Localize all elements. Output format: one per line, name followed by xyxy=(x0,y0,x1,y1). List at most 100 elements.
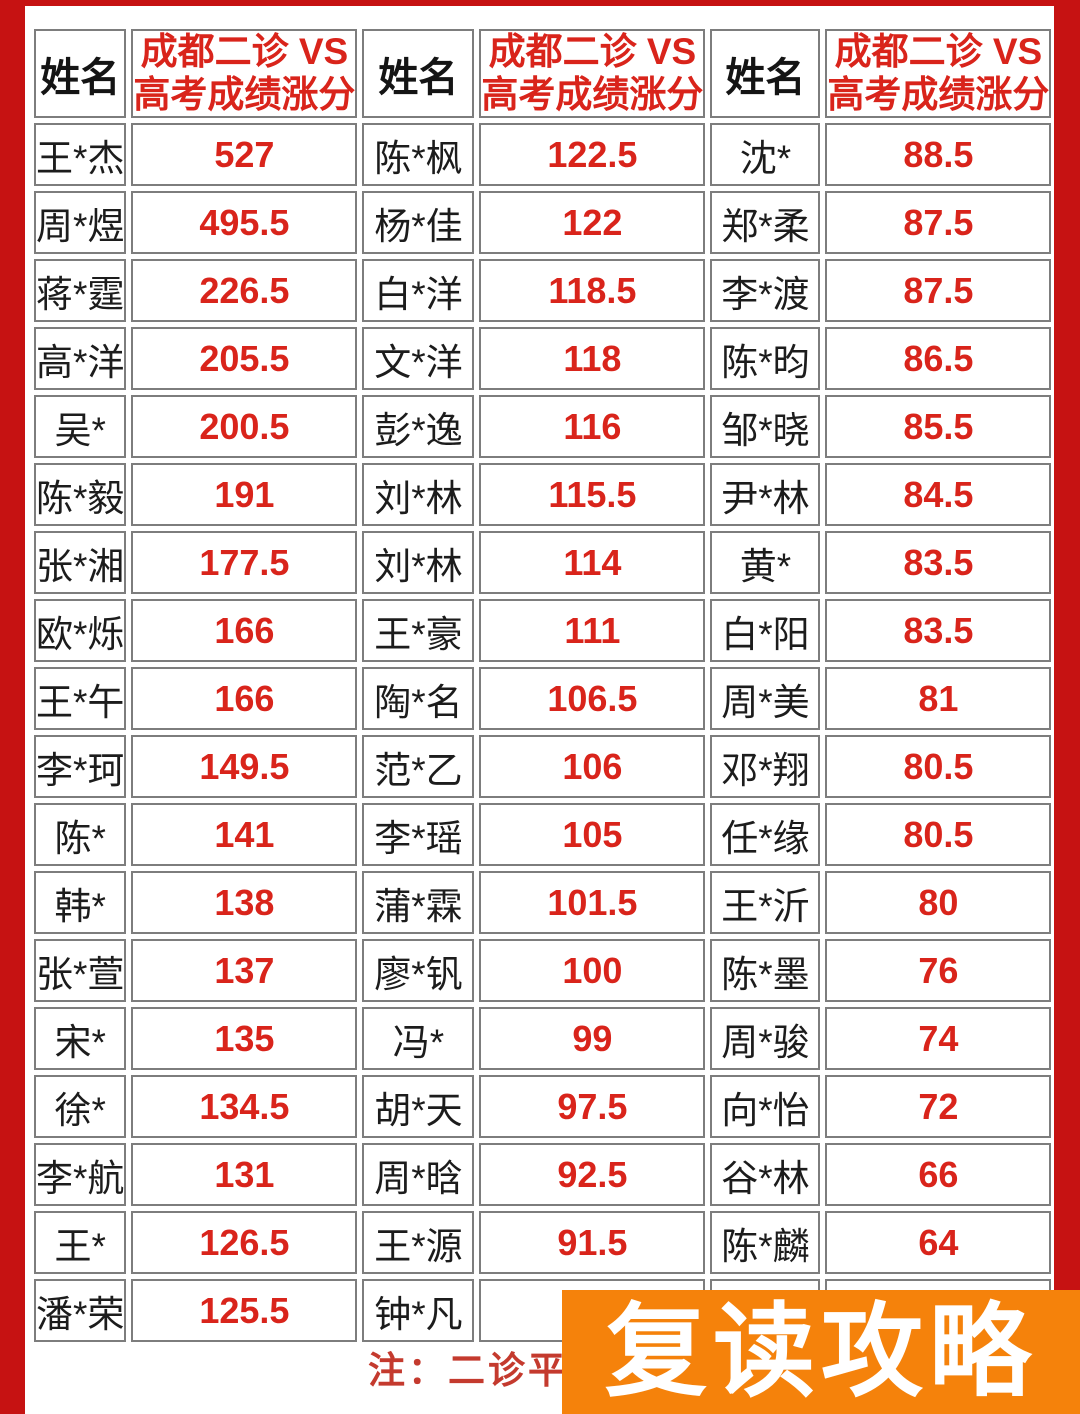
student-score-cell: 166 xyxy=(131,667,358,731)
overlay-banner: 复读攻略 xyxy=(562,1290,1080,1414)
student-name-cell: 周*美 xyxy=(710,667,821,731)
student-name-cell: 黄* xyxy=(710,531,821,595)
student-score-cell: 137 xyxy=(131,939,358,1003)
student-name-cell: 陈*枫 xyxy=(362,123,475,187)
student-name-cell: 李*航 xyxy=(34,1143,127,1207)
student-score-cell: 149.5 xyxy=(131,735,358,799)
student-name-cell: 蒲*霖 xyxy=(362,871,475,935)
table-row: 陈* 141 李*瑶 105 任*缘 80.5 xyxy=(34,803,1052,867)
student-score-cell: 99 xyxy=(479,1007,706,1071)
student-score-cell: 115.5 xyxy=(479,463,706,527)
student-score-cell: 226.5 xyxy=(131,259,358,323)
student-name-cell: 陈*墨 xyxy=(710,939,821,1003)
score-header-line2: 高考成绩涨分 xyxy=(133,73,356,115)
student-name-cell: 杨*佳 xyxy=(362,191,475,255)
student-name-cell: 郑*柔 xyxy=(710,191,821,255)
score-header-line2: 高考成绩涨分 xyxy=(827,73,1050,115)
student-name-cell: 冯* xyxy=(362,1007,475,1071)
student-score-cell: 125.5 xyxy=(131,1279,358,1343)
student-name-cell: 张*湘 xyxy=(34,531,127,595)
student-score-cell: 116 xyxy=(479,395,706,459)
student-name-cell: 蒋*霆 xyxy=(34,259,127,323)
student-name-cell: 潘*荣 xyxy=(34,1279,127,1343)
student-name-cell: 宋* xyxy=(34,1007,127,1071)
student-score-cell: 122 xyxy=(479,191,706,255)
student-score-cell: 191 xyxy=(131,463,358,527)
table-row: 宋* 135 冯* 99 周*骏 74 xyxy=(34,1007,1052,1071)
student-score-cell: 118 xyxy=(479,327,706,391)
student-score-cell: 87.5 xyxy=(825,191,1052,255)
student-name-cell: 李*瑶 xyxy=(362,803,475,867)
student-score-cell: 80 xyxy=(825,871,1052,935)
student-name-cell: 周*煜 xyxy=(34,191,127,255)
student-name-cell: 徐* xyxy=(34,1075,127,1139)
table-row: 李*航 131 周*晗 92.5 谷*林 66 xyxy=(34,1143,1052,1207)
student-name-cell: 陈*毅 xyxy=(34,463,127,527)
table-row: 高*洋 205.5 文*洋 118 陈*昀 86.5 xyxy=(34,327,1052,391)
student-name-cell: 刘*林 xyxy=(362,463,475,527)
student-name-cell: 陈*昀 xyxy=(710,327,821,391)
student-score-cell: 84.5 xyxy=(825,463,1052,527)
student-score-cell: 200.5 xyxy=(131,395,358,459)
score-header-line2: 高考成绩涨分 xyxy=(481,73,704,115)
student-name-cell: 陈* xyxy=(34,803,127,867)
banner-text: 复读攻略 xyxy=(605,1295,1037,1409)
student-name-cell: 韩* xyxy=(34,871,127,935)
student-score-cell: 122.5 xyxy=(479,123,706,187)
table-row: 欧*烁 166 王*豪 111 白*阳 83.5 xyxy=(34,599,1052,663)
student-score-cell: 97.5 xyxy=(479,1075,706,1139)
student-score-cell: 134.5 xyxy=(131,1075,358,1139)
student-score-cell: 66 xyxy=(825,1143,1052,1207)
table-row: 韩* 138 蒲*霖 101.5 王*沂 80 xyxy=(34,871,1052,935)
student-name-cell: 邹*晓 xyxy=(710,395,821,459)
student-name-cell: 任*缘 xyxy=(710,803,821,867)
student-name-cell: 王*豪 xyxy=(362,599,475,663)
student-score-cell: 80.5 xyxy=(825,735,1052,799)
table-row: 王*午 166 陶*名 106.5 周*美 81 xyxy=(34,667,1052,731)
student-name-cell: 钟*凡 xyxy=(362,1279,475,1343)
score-table: 姓名 成都二诊 VS 高考成绩涨分 姓名 成都二诊 VS 高考成绩涨分 姓名 成… xyxy=(29,24,1056,1347)
name-column-header: 姓名 xyxy=(710,29,821,119)
student-name-cell: 白*阳 xyxy=(710,599,821,663)
student-score-cell: 135 xyxy=(131,1007,358,1071)
student-name-cell: 彭*逸 xyxy=(362,395,475,459)
student-score-cell: 83.5 xyxy=(825,531,1052,595)
student-name-cell: 吴* xyxy=(34,395,127,459)
student-score-cell: 91.5 xyxy=(479,1211,706,1275)
student-score-cell: 131 xyxy=(131,1143,358,1207)
page-border-top xyxy=(0,0,1080,6)
student-name-cell: 欧*烁 xyxy=(34,599,127,663)
page-border-right xyxy=(1054,0,1080,1414)
student-score-cell: 92.5 xyxy=(479,1143,706,1207)
score-column-header: 成都二诊 VS 高考成绩涨分 xyxy=(479,29,706,119)
student-score-cell: 76 xyxy=(825,939,1052,1003)
student-name-cell: 胡*天 xyxy=(362,1075,475,1139)
student-score-cell: 88.5 xyxy=(825,123,1052,187)
student-name-cell: 刘*林 xyxy=(362,531,475,595)
student-score-cell: 106 xyxy=(479,735,706,799)
table-header-row: 姓名 成都二诊 VS 高考成绩涨分 姓名 成都二诊 VS 高考成绩涨分 姓名 成… xyxy=(34,29,1052,119)
score-header-line1: 成都二诊 VS xyxy=(834,31,1043,72)
student-score-cell: 100 xyxy=(479,939,706,1003)
student-name-cell: 谷*林 xyxy=(710,1143,821,1207)
student-score-cell: 527 xyxy=(131,123,358,187)
table-row: 李*珂 149.5 范*乙 106 邓*翔 80.5 xyxy=(34,735,1052,799)
table-row: 蒋*霆 226.5 白*洋 118.5 李*渡 87.5 xyxy=(34,259,1052,323)
student-name-cell: 向*怡 xyxy=(710,1075,821,1139)
table-row: 王* 126.5 王*源 91.5 陈*麟 64 xyxy=(34,1211,1052,1275)
student-name-cell: 廖*钒 xyxy=(362,939,475,1003)
student-score-cell: 64 xyxy=(825,1211,1052,1275)
student-name-cell: 王* xyxy=(34,1211,127,1275)
table-row: 周*煜 495.5 杨*佳 122 郑*柔 87.5 xyxy=(34,191,1052,255)
student-score-cell: 177.5 xyxy=(131,531,358,595)
student-score-cell: 114 xyxy=(479,531,706,595)
student-score-cell: 83.5 xyxy=(825,599,1052,663)
student-name-cell: 陈*麟 xyxy=(710,1211,821,1275)
student-name-cell: 张*萱 xyxy=(34,939,127,1003)
page-border-left xyxy=(0,0,25,1414)
student-score-cell: 141 xyxy=(131,803,358,867)
student-name-cell: 周*骏 xyxy=(710,1007,821,1071)
student-name-cell: 李*渡 xyxy=(710,259,821,323)
student-name-cell: 王*沂 xyxy=(710,871,821,935)
student-name-cell: 王*午 xyxy=(34,667,127,731)
